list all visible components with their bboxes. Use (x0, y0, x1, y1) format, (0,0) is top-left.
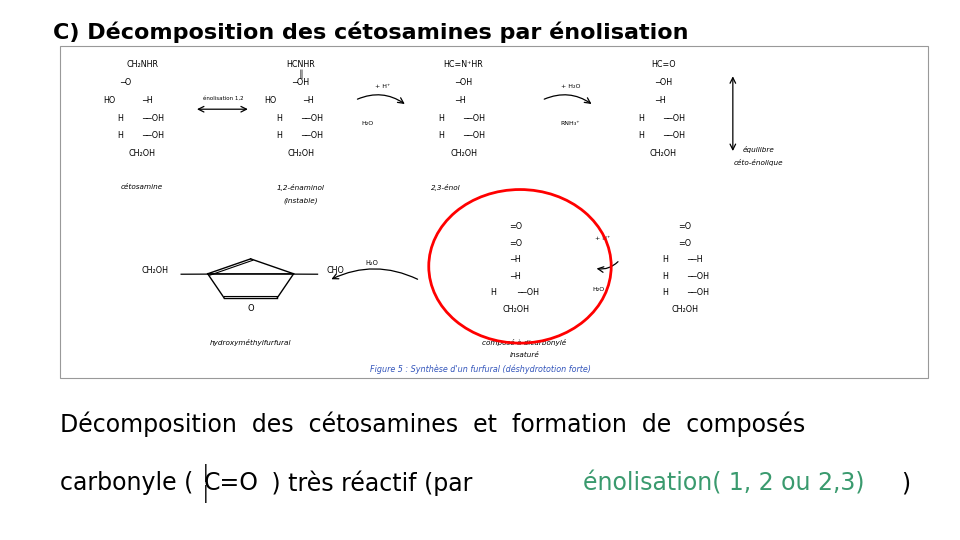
Text: énolisation 1,2: énolisation 1,2 (203, 96, 243, 101)
Text: CH₂OH: CH₂OH (502, 305, 529, 314)
Text: CH₂NHR: CH₂NHR (126, 60, 158, 69)
Text: ─H: ─H (511, 272, 521, 281)
Text: H: H (276, 113, 282, 123)
Text: ──OH: ──OH (686, 272, 708, 281)
Text: CH₂OH: CH₂OH (129, 150, 156, 158)
Text: CH₂OH: CH₂OH (141, 266, 169, 274)
Text: ─H: ─H (655, 96, 665, 105)
Text: ──OH: ──OH (301, 113, 324, 123)
Text: ): ) (901, 471, 911, 495)
Text: Décomposition  des  cétosamines  et  formation  de  composés: Décomposition des cétosamines et formati… (60, 411, 804, 437)
Text: équilibre: équilibre (743, 146, 775, 153)
Text: CHO: CHO (326, 266, 345, 274)
Text: ──OH: ──OH (142, 113, 164, 123)
Text: H₂O: H₂O (592, 287, 604, 292)
Text: H: H (117, 113, 123, 123)
Text: HCNHR: HCNHR (287, 60, 316, 69)
Text: ──OH: ──OH (686, 288, 708, 298)
Text: insaturé: insaturé (510, 352, 540, 358)
Text: ──OH: ──OH (464, 113, 486, 123)
Text: ──OH: ──OH (663, 113, 685, 123)
Text: 1,2-énaminol: 1,2-énaminol (277, 184, 325, 191)
Text: H: H (439, 113, 444, 123)
Text: énolisation( 1, 2 ou 2,3): énolisation( 1, 2 ou 2,3) (583, 471, 864, 495)
Text: ──OH: ──OH (142, 131, 164, 140)
Text: ──OH: ──OH (663, 131, 685, 140)
Text: ─H: ─H (511, 255, 521, 264)
Text: ──OH: ──OH (464, 131, 486, 140)
Text: RNH₃⁺: RNH₃⁺ (561, 121, 580, 126)
Text: ─H: ─H (142, 96, 153, 105)
Text: H: H (638, 113, 644, 123)
Text: C=O: C=O (204, 471, 258, 495)
Text: ──OH: ──OH (517, 288, 540, 298)
Text: ) très réactif (par: ) très réactif (par (264, 470, 480, 496)
Text: ─H: ─H (302, 96, 314, 105)
Text: H: H (661, 288, 668, 298)
Text: 2,3-énol: 2,3-énol (431, 184, 461, 191)
Text: + H₂O: + H₂O (561, 84, 580, 89)
Text: =O: =O (509, 222, 522, 231)
Text: H: H (117, 131, 123, 140)
Text: H: H (661, 255, 668, 264)
Text: H: H (439, 131, 444, 140)
Text: ─H: ─H (455, 96, 466, 105)
Text: ─O: ─O (120, 78, 132, 87)
Text: HO: HO (265, 96, 276, 105)
Text: HC=N⁺HR: HC=N⁺HR (444, 60, 484, 69)
Text: CH₂OH: CH₂OH (450, 150, 477, 158)
Text: =O: =O (679, 222, 691, 231)
Text: composé à dicarbonylé: composé à dicarbonylé (482, 339, 566, 346)
Text: ║: ║ (299, 70, 303, 79)
Text: ─OH: ─OH (655, 78, 672, 87)
Text: ─OH: ─OH (455, 78, 472, 87)
Text: HC=O: HC=O (651, 60, 676, 69)
Text: H: H (276, 131, 282, 140)
Text: H₂O: H₂O (366, 260, 379, 266)
Text: |: | (203, 463, 208, 482)
Text: hydroxyméthylfurfural: hydroxyméthylfurfural (210, 339, 292, 346)
Bar (60, 46, 928, 378)
Text: H: H (491, 288, 496, 298)
Text: + H⁺: + H⁺ (595, 235, 611, 241)
Text: cétosamine: cétosamine (121, 184, 163, 190)
Text: Figure 5 : Synthèse d'un furfural (déshydrototion forte): Figure 5 : Synthèse d'un furfural (déshy… (371, 364, 591, 374)
Text: O: O (248, 304, 254, 313)
Text: C) Décomposition des cétosamines par énolisation: C) Décomposition des cétosamines par éno… (53, 22, 688, 43)
Text: ─OH: ─OH (293, 78, 309, 87)
Text: H: H (638, 131, 644, 140)
Text: H₂O: H₂O (362, 121, 374, 126)
Text: céto-énolique: céto-énolique (734, 159, 783, 166)
Text: CH₂OH: CH₂OH (288, 150, 315, 158)
Text: CH₂OH: CH₂OH (672, 305, 699, 314)
Text: HO: HO (103, 96, 115, 105)
Text: ──OH: ──OH (301, 131, 324, 140)
Text: =O: =O (679, 239, 691, 247)
Text: carbonyle (: carbonyle ( (60, 471, 201, 495)
Text: ──H: ──H (686, 255, 703, 264)
Text: (instable): (instable) (284, 197, 319, 204)
Text: CH₂OH: CH₂OH (650, 150, 677, 158)
Text: + H⁺: + H⁺ (375, 84, 391, 90)
Text: |: | (203, 485, 208, 503)
Text: =O: =O (509, 239, 522, 247)
Text: H: H (661, 272, 668, 281)
